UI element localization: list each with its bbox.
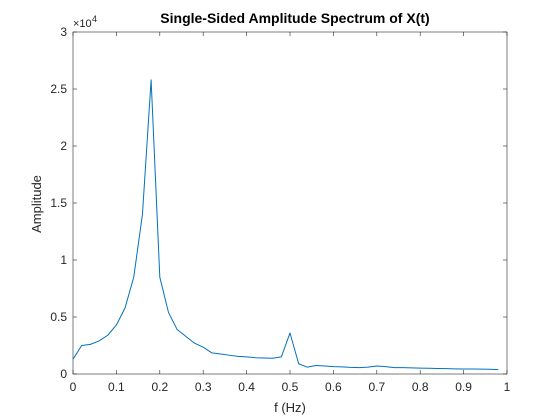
x-tick-label: 0.5 — [282, 380, 299, 394]
y-tick-label: 1 — [60, 253, 67, 267]
chart-title: Single-Sided Amplitude Spectrum of X(t) — [160, 10, 429, 26]
x-axis-ticks: 0 0.1 0.2 0.3 0.4 0.5 0.6 0.7 0.8 0.9 1 — [70, 32, 511, 394]
y-exponent-power: 4 — [92, 14, 97, 24]
x-tick-label: 0.7 — [368, 380, 385, 394]
x-tick-label: 0.9 — [455, 380, 472, 394]
amplitude-series-line — [72, 79, 499, 371]
x-tick-label: 0.2 — [151, 380, 168, 394]
plot-area — [72, 31, 508, 375]
x-tick-label: 1 — [504, 380, 511, 394]
y-tick-label: 2 — [60, 139, 67, 153]
y-tick-label: 3 — [60, 25, 67, 39]
series-layer — [72, 79, 499, 371]
y-exponent-base: ×10 — [73, 18, 92, 30]
x-axis-label: f (Hz) — [274, 400, 306, 415]
x-tick-label: 0.8 — [412, 380, 429, 394]
y-tick-label: 0.5 — [50, 310, 67, 324]
x-tick-label: 0.1 — [108, 380, 125, 394]
plot-frame — [72, 31, 508, 375]
y-tick-label: 1.5 — [50, 196, 67, 210]
x-tick-label: 0.3 — [195, 380, 212, 394]
y-axis-ticks: 0 0.5 1 1.5 2 2.5 3 — [50, 25, 507, 381]
y-tick-label: 2.5 — [50, 82, 67, 96]
y-axis-label: Amplitude — [29, 175, 44, 233]
y-axis-exponent: ×10 4 — [73, 14, 97, 30]
x-tick-label: 0.6 — [325, 380, 342, 394]
x-tick-label: 0.4 — [238, 380, 255, 394]
x-tick-label: 0 — [70, 380, 77, 394]
y-tick-label: 0 — [60, 367, 67, 381]
